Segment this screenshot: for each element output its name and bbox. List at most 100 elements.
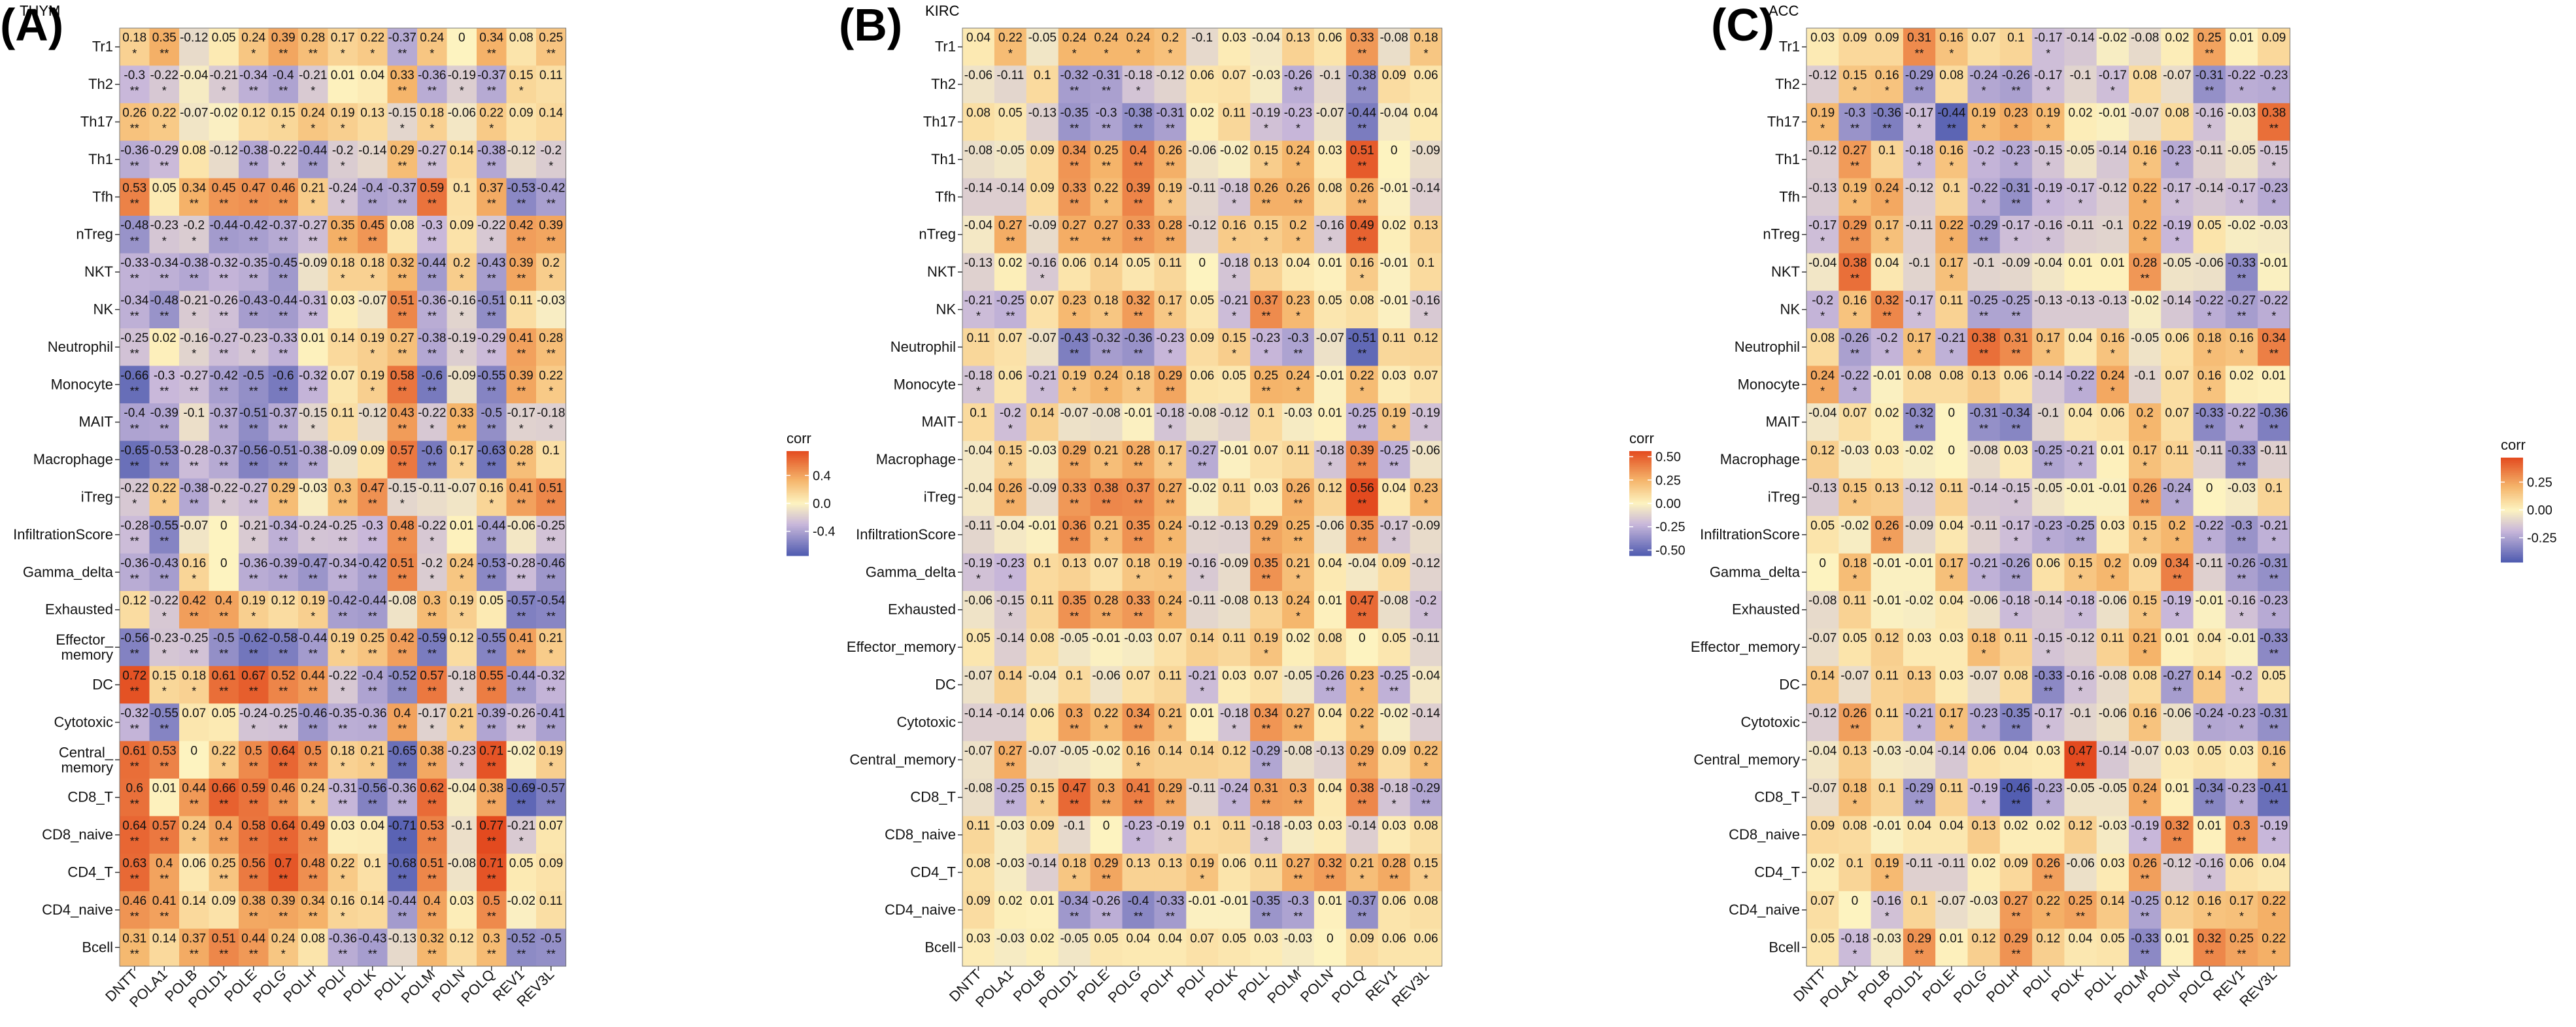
cell-value: -0.15 bbox=[299, 407, 327, 420]
heatmap-cell bbox=[328, 741, 358, 779]
cell-significance: * bbox=[192, 685, 196, 698]
cell-value: -0.15 bbox=[388, 481, 416, 495]
cell-significance: * bbox=[370, 760, 375, 773]
cell-value: 0.47 bbox=[1350, 594, 1374, 608]
heatmap-cell bbox=[477, 103, 507, 141]
cell-significance: ** bbox=[1102, 84, 1111, 97]
heatmap-cell bbox=[477, 591, 507, 629]
heatmap-cell bbox=[239, 703, 269, 742]
cell-value: -0.33 bbox=[2228, 444, 2256, 458]
cell-value: -0.17 bbox=[1905, 106, 1933, 120]
cell-significance: * bbox=[1168, 347, 1172, 360]
cell-value: -0.16 bbox=[448, 294, 476, 307]
cell-value: 0.4 bbox=[156, 856, 173, 870]
cell-significance: ** bbox=[279, 647, 288, 660]
cell-significance: ** bbox=[1262, 798, 1271, 811]
row-label: Tr1 bbox=[1779, 39, 1800, 55]
heatmap-cell bbox=[387, 103, 418, 141]
heatmap-cell bbox=[328, 103, 358, 141]
cell-value: -0.23 bbox=[996, 556, 1025, 570]
cell-significance: ** bbox=[1293, 910, 1302, 923]
colorbar-tick-label: 0.25 bbox=[2527, 475, 2552, 490]
cell-value: -0.23 bbox=[150, 219, 178, 233]
cell-value: -0.01 bbox=[1316, 369, 1344, 382]
cell-value: -0.14 bbox=[358, 144, 387, 158]
cell-significance: * bbox=[1917, 310, 1922, 323]
cell-value: 0.15 bbox=[1254, 144, 1278, 158]
row-label-line: Cytotoxic bbox=[1741, 714, 1800, 730]
heatmap-cell bbox=[447, 290, 477, 329]
cell-value: -0.22 bbox=[2195, 519, 2224, 533]
cell-significance: * bbox=[311, 798, 315, 811]
cell-value: 0.16 bbox=[2133, 707, 2157, 720]
cell-value: -0.03 bbox=[299, 481, 327, 495]
cell-significance: * bbox=[519, 422, 524, 435]
cell-value: -0.43 bbox=[358, 932, 386, 945]
cell-value: -0.38 bbox=[299, 444, 327, 458]
cell-value: -0.11 bbox=[2195, 556, 2223, 570]
cell-value: -0.32 bbox=[1092, 331, 1120, 345]
row-label-line: Monocyte bbox=[1738, 376, 1800, 392]
cell-value: -0.38 bbox=[418, 331, 446, 345]
cell-significance: ** bbox=[1134, 722, 1143, 735]
heatmap-cell bbox=[506, 741, 537, 779]
cell-value: -0.09 bbox=[1028, 219, 1057, 233]
cell-value: -0.28 bbox=[507, 556, 535, 570]
cell-value: -0.14 bbox=[2163, 294, 2192, 307]
cell-significance: ** bbox=[487, 535, 496, 548]
cell-value: -0.24 bbox=[2195, 707, 2224, 720]
cell-value: -0.18 bbox=[537, 407, 565, 420]
cell-significance: ** bbox=[368, 610, 377, 623]
cell-value: -0.25 bbox=[2066, 519, 2094, 533]
cell-value: 0.71 bbox=[479, 744, 503, 758]
heatmap-cell bbox=[506, 253, 537, 292]
cell-value: 0.1 bbox=[1943, 181, 1960, 195]
cell-value: 0.01 bbox=[1939, 932, 1963, 945]
cell-value: -0.41 bbox=[537, 707, 565, 720]
cell-value: 0.03 bbox=[2229, 744, 2254, 758]
cell-value: -0.56 bbox=[120, 631, 148, 645]
cell-significance: ** bbox=[2011, 798, 2020, 811]
cell-significance: ** bbox=[398, 347, 407, 360]
row-label: Tfh bbox=[1779, 188, 1800, 205]
cell-value: -0.36 bbox=[1124, 331, 1152, 345]
cell-significance: * bbox=[976, 572, 981, 585]
heatmap-cell bbox=[417, 703, 448, 742]
cell-value: 0.1 bbox=[2265, 481, 2282, 495]
cell-value: -0.23 bbox=[1284, 106, 1312, 120]
cell-significance: ** bbox=[2269, 122, 2279, 135]
cell-significance: * bbox=[1360, 722, 1364, 735]
cell-value: 0.09 bbox=[1350, 932, 1374, 945]
cell-value: -0.36 bbox=[120, 144, 148, 158]
cell-value: -0.31 bbox=[2260, 707, 2288, 720]
cell-value: 0.06 bbox=[1414, 69, 1438, 82]
cell-significance: ** bbox=[309, 873, 318, 886]
cell-value: -0.39 bbox=[477, 707, 505, 720]
cell-value: 0.21 bbox=[1158, 707, 1182, 720]
cell-value: 0.4 bbox=[1130, 144, 1147, 158]
heatmap-cell bbox=[268, 553, 299, 592]
heatmap-cell bbox=[387, 741, 418, 779]
heatmap-cell bbox=[477, 441, 507, 479]
cell-value: 0.07 bbox=[1126, 669, 1150, 682]
cell-value: -0.22 bbox=[2066, 369, 2094, 382]
cell-value: -0.22 bbox=[2228, 69, 2256, 82]
cell-value: 0.01 bbox=[331, 69, 355, 82]
cell-significance: * bbox=[2046, 197, 2050, 210]
cell-significance: * bbox=[2175, 235, 2179, 248]
cell-value: -0.11 bbox=[996, 69, 1024, 82]
cell-value: 0.24 bbox=[1062, 31, 1087, 45]
heatmap-cell bbox=[298, 216, 329, 254]
heatmap-cell bbox=[209, 628, 239, 667]
cell-value: -0.22 bbox=[2195, 294, 2224, 307]
cell-significance: ** bbox=[2269, 422, 2279, 435]
cell-value: 0.13 bbox=[1254, 256, 1278, 270]
cell-value: 0.11 bbox=[967, 819, 991, 833]
cell-value: 0.26 bbox=[1350, 181, 1374, 195]
heatmap-cell bbox=[268, 65, 299, 104]
cell-value: -0.04 bbox=[1380, 106, 1408, 120]
cell-value: -0.6 bbox=[421, 444, 443, 458]
heatmap-cell bbox=[209, 328, 239, 367]
cell-significance: * bbox=[2046, 535, 2050, 548]
row-label-line: memory bbox=[61, 759, 113, 775]
